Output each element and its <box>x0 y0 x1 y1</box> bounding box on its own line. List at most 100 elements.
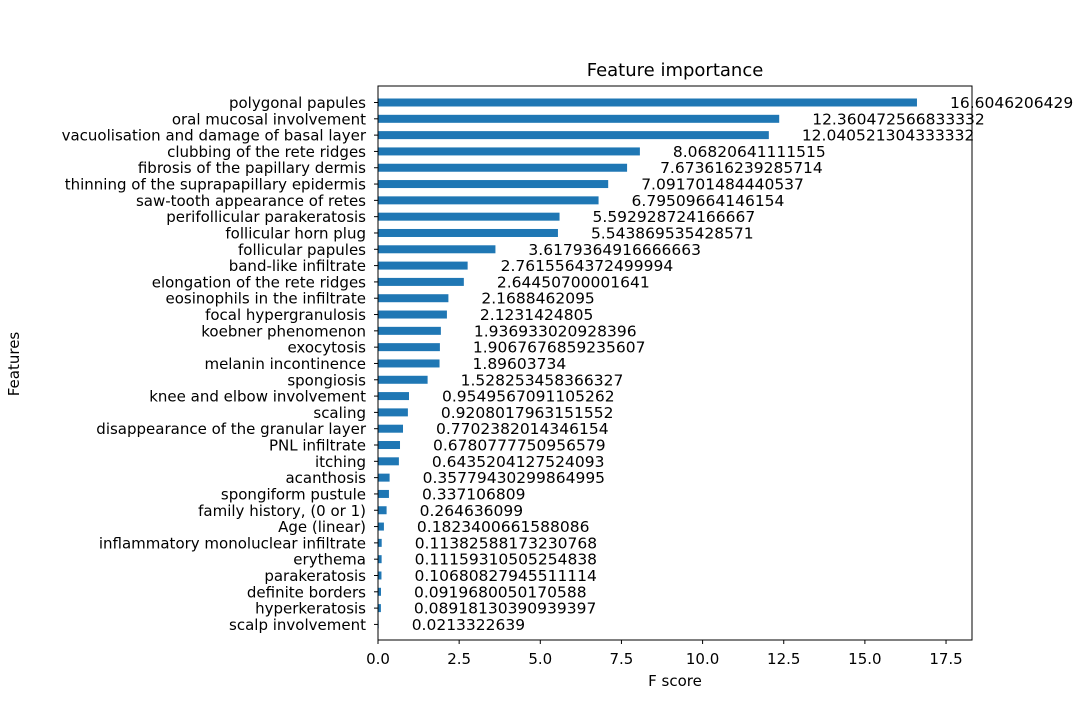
y-tick-label: koebner phenomenon <box>201 322 366 340</box>
bar-value-label: 0.10680827945511114 <box>414 567 596 585</box>
y-tick-label: family history, (0 or 1) <box>198 502 366 520</box>
y-tick-label: scaling <box>313 404 366 422</box>
y-tick-label: erythema <box>293 551 366 569</box>
value-labels-group: 16.604620642912.36047256683333212.040521… <box>412 94 1074 634</box>
y-tick-label: elongation of the rete ridges <box>152 273 366 291</box>
x-tick-label: 5.0 <box>528 650 552 668</box>
y-tick-label: disappearance of the granular layer <box>96 420 367 438</box>
bar-value-label: 0.264636099 <box>420 502 524 520</box>
bar <box>378 343 440 352</box>
x-axis-label: F score <box>648 672 702 690</box>
y-tick-label: spongiosis <box>287 371 366 389</box>
y-tick-label: exocytosis <box>287 339 366 357</box>
chart-title: Feature importance <box>587 60 764 81</box>
bar-value-label: 2.7615564372499994 <box>501 257 674 275</box>
y-tick-label: spongiform pustule <box>221 485 366 503</box>
bar-value-label: 5.543869535428571 <box>591 224 754 242</box>
bar-value-label: 0.9208017963151552 <box>441 404 614 422</box>
bar-value-label: 0.08918130390939397 <box>414 600 596 618</box>
bar <box>378 147 640 156</box>
y-tick-label: follicular horn plug <box>225 224 366 242</box>
bar-value-label: 12.360472566833332 <box>812 110 985 128</box>
bar-value-label: 2.1231424805 <box>480 306 593 324</box>
bar <box>378 163 628 172</box>
bar-value-label: 0.0213322639 <box>412 616 525 634</box>
bar <box>378 310 447 319</box>
bar <box>378 604 381 613</box>
y-tick-label: clubbing of the rete ridges <box>167 143 366 161</box>
x-tick-label: 15.0 <box>848 650 881 668</box>
y-tick-label: acanthosis <box>285 469 366 487</box>
bar <box>378 457 399 466</box>
bar-value-label: 12.040521304333332 <box>802 127 975 145</box>
bar <box>378 408 408 417</box>
bar <box>378 375 428 384</box>
bar-value-label: 0.7702382014346154 <box>436 420 609 438</box>
bar <box>378 538 382 547</box>
bars-group <box>378 98 917 629</box>
bar-value-label: 0.35779430299864995 <box>423 469 605 487</box>
bar <box>378 212 560 221</box>
bar-value-label: 3.6179364916666663 <box>528 241 701 259</box>
y-tick-label: hyperkeratosis <box>255 600 366 618</box>
bar <box>378 261 468 270</box>
y-tick-label: oral mucosal involvement <box>172 110 366 128</box>
bar <box>378 114 780 123</box>
bar <box>378 245 496 254</box>
bar-value-label: 0.337106809 <box>422 485 526 503</box>
y-tick-label: PNL infiltrate <box>269 437 366 455</box>
bar <box>378 506 387 515</box>
x-tick-label: 0.0 <box>366 650 390 668</box>
y-tick-label: follicular papules <box>238 241 366 259</box>
bar-value-label: 7.673616239285714 <box>660 159 823 177</box>
y-tick-label: scalp involvement <box>229 616 366 634</box>
bar <box>378 196 599 205</box>
y-tick-label: eosinophils in the infiltrate <box>166 290 367 308</box>
bar <box>378 424 404 433</box>
bar <box>378 98 917 107</box>
bar <box>378 326 441 335</box>
y-tick-label: band-like infiltrate <box>229 257 366 275</box>
y-tick-label: definite borders <box>247 583 366 601</box>
y-tick-label: knee and elbow involvement <box>149 388 366 406</box>
bar-value-label: 1.528253458366327 <box>461 371 624 389</box>
bar-value-label: 5.592928724166667 <box>593 208 756 226</box>
bar <box>378 522 384 531</box>
bar-value-label: 1.9067676859235607 <box>473 339 646 357</box>
plot-area-frame <box>377 85 973 641</box>
bar-value-label: 1.936933020928396 <box>474 322 637 340</box>
bar <box>378 587 381 596</box>
y-tick-label: perifollicular parakeratosis <box>166 208 366 226</box>
y-tick-label: Age (linear) <box>278 518 366 536</box>
bar-value-label: 0.11159310505254838 <box>415 551 597 569</box>
y-tick-label: melanin incontinence <box>204 355 366 373</box>
y-tick-label: vacuolisation and damage of basal layer <box>62 127 367 145</box>
bar <box>378 392 409 401</box>
bar <box>378 180 609 189</box>
bar-value-label: 7.091701484440537 <box>641 176 804 194</box>
y-tick-label: polygonal papules <box>229 94 366 112</box>
bar-value-label: 2.1688462095 <box>481 290 594 308</box>
bar <box>378 228 558 237</box>
bar-value-label: 16.6046206429 <box>950 94 1073 112</box>
bar-value-label: 0.1823400661588086 <box>417 518 590 536</box>
x-tick-label: 17.5 <box>929 650 962 668</box>
y-axis-label: Features <box>5 332 23 397</box>
x-tick-label: 12.5 <box>767 650 800 668</box>
bar <box>378 473 390 482</box>
bar-value-label: 2.64450700001641 <box>497 273 650 291</box>
bar <box>378 571 382 580</box>
x-tick-label: 10.0 <box>686 650 719 668</box>
y-tick-label: itching <box>315 453 366 471</box>
bar-value-label: 8.06820641111515 <box>673 143 826 161</box>
y-tick-label: saw-tooth appearance of retes <box>136 192 366 210</box>
bar-value-label: 6.79509664146154 <box>632 192 785 210</box>
y-tick-label: focal hypergranulosis <box>205 306 366 324</box>
bar <box>378 489 389 498</box>
y-tick-label: parakeratosis <box>264 567 366 585</box>
x-tick-label: 2.5 <box>447 650 471 668</box>
bar <box>378 441 401 450</box>
bar-value-label: 0.9549567091105262 <box>442 388 615 406</box>
bar <box>378 131 769 140</box>
